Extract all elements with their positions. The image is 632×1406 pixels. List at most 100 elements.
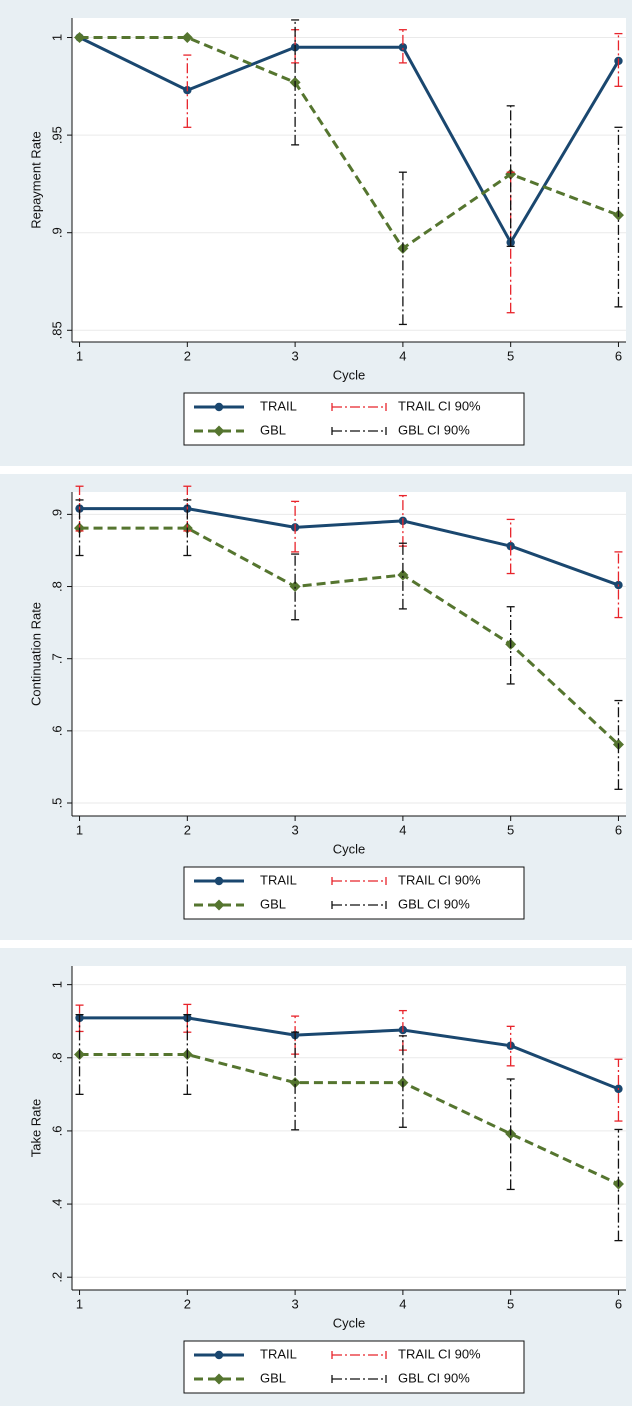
- x-tick-label: 4: [399, 822, 406, 837]
- series-line: [79, 36, 619, 251]
- y-axis-title: Take Rate: [28, 1099, 43, 1158]
- y-tick-label: .8: [49, 1052, 64, 1063]
- y-axis-title: Repayment Rate: [28, 131, 43, 229]
- x-tick-label: 5: [507, 348, 514, 363]
- x-tick-label: 3: [291, 348, 298, 363]
- x-tick-label: 3: [291, 1296, 298, 1311]
- legend-box: [183, 1340, 525, 1394]
- x-tick-label: 3: [291, 822, 298, 837]
- marker: [214, 876, 224, 886]
- marker: [397, 569, 409, 581]
- error-bar: [614, 699, 623, 790]
- y-tick-label: .5: [49, 798, 64, 809]
- x-axis-title: Cycle: [333, 1315, 366, 1330]
- legend-label: GBL CI 90%: [398, 896, 470, 911]
- y-tick-label: .9: [49, 509, 64, 520]
- error-bar: [398, 542, 407, 610]
- legend-label: TRAIL: [260, 1346, 297, 1361]
- panel: .5 .6 .7 .8 .9 1 2 3 4 5 6 Continuation Rate Cycle TR…: [0, 474, 632, 940]
- marker: [289, 581, 301, 593]
- legend: TRAIL GBL TRAIL CI 90% GBL CI 90%: [183, 392, 525, 446]
- series-line: [79, 526, 620, 746]
- error-bar: [183, 1013, 192, 1096]
- legend-label: GBL: [260, 422, 286, 437]
- plot-area: [72, 18, 626, 342]
- error-bar: [398, 171, 407, 326]
- legend-box: [183, 866, 525, 920]
- legend-label: GBL: [260, 1370, 286, 1385]
- error-bar: [291, 19, 300, 146]
- x-tick-label: 4: [399, 348, 406, 363]
- plot-area: [72, 492, 626, 816]
- plot-area: [72, 966, 626, 1290]
- y-tick-label: .9: [49, 227, 64, 238]
- legend-label: GBL CI 90%: [398, 422, 470, 437]
- x-tick-label: 1: [76, 348, 83, 363]
- series-line: [79, 1052, 620, 1186]
- legend-box: [183, 392, 525, 446]
- panel: .85 .9 .95 1 1 2 3 4 5 6 Repayment Rate Cycle TRAIL G…: [0, 0, 632, 466]
- series-line: [78, 36, 620, 246]
- error-bar: [75, 499, 84, 557]
- legend-label: TRAIL CI 90%: [398, 1346, 481, 1361]
- y-tick-label: .4: [49, 1199, 64, 1210]
- x-axis-title: Cycle: [333, 367, 366, 382]
- legend-label: TRAIL CI 90%: [398, 398, 481, 413]
- y-tick-label: .7: [49, 653, 64, 664]
- marker: [214, 1350, 224, 1360]
- x-tick-label: 5: [507, 822, 514, 837]
- y-tick-label: 1: [49, 981, 64, 988]
- legend: TRAIL GBL TRAIL CI 90% GBL CI 90%: [183, 866, 525, 920]
- x-tick-label: 2: [184, 822, 191, 837]
- error-bar: [398, 1035, 407, 1128]
- y-axis-title: Continuation Rate: [28, 602, 43, 706]
- marker: [213, 899, 225, 911]
- error-bar: [614, 1058, 623, 1122]
- legend: TRAIL GBL TRAIL CI 90% GBL CI 90%: [183, 1340, 525, 1394]
- error-bar: [614, 1128, 623, 1242]
- x-axis-title: Cycle: [333, 841, 366, 856]
- x-tick-label: 4: [399, 1296, 406, 1311]
- error-bar: [506, 1078, 515, 1191]
- legend-label: GBL CI 90%: [398, 1370, 470, 1385]
- x-tick-label: 2: [184, 348, 191, 363]
- error-bar: [183, 54, 192, 128]
- error-bar: [291, 553, 300, 621]
- x-tick-label: 1: [76, 822, 83, 837]
- series-line: [79, 507, 619, 587]
- x-tick-label: 6: [615, 1296, 622, 1311]
- y-tick-label: .95: [49, 126, 64, 144]
- error-bar: [506, 518, 515, 575]
- x-tick-label: 2: [184, 1296, 191, 1311]
- marker: [289, 1077, 301, 1089]
- y-tick-label: .8: [49, 581, 64, 592]
- error-bar: [506, 105, 515, 248]
- error-bar: [75, 1013, 84, 1096]
- marker: [214, 402, 224, 412]
- y-tick-label: 1: [49, 34, 64, 41]
- x-tick-label: 1: [76, 1296, 83, 1311]
- error-bar: [291, 500, 300, 553]
- legend-label: GBL: [260, 896, 286, 911]
- marker: [74, 32, 86, 44]
- x-tick-label: 6: [615, 348, 622, 363]
- y-tick-label: .6: [49, 725, 64, 736]
- y-tick-label: .6: [49, 1126, 64, 1137]
- legend-label: TRAIL: [260, 398, 297, 413]
- y-tick-label: .2: [49, 1272, 64, 1283]
- error-bar: [398, 29, 407, 64]
- error-bar: [614, 126, 623, 308]
- error-bar: [291, 1031, 300, 1131]
- error-bar: [183, 499, 192, 557]
- error-bar: [506, 1025, 515, 1067]
- y-tick-label: .85: [49, 321, 64, 339]
- error-bar: [506, 606, 515, 685]
- marker: [181, 32, 193, 44]
- series-line: [79, 1016, 620, 1091]
- marker: [398, 43, 408, 52]
- legend-label: TRAIL CI 90%: [398, 872, 481, 887]
- error-bar: [614, 32, 623, 87]
